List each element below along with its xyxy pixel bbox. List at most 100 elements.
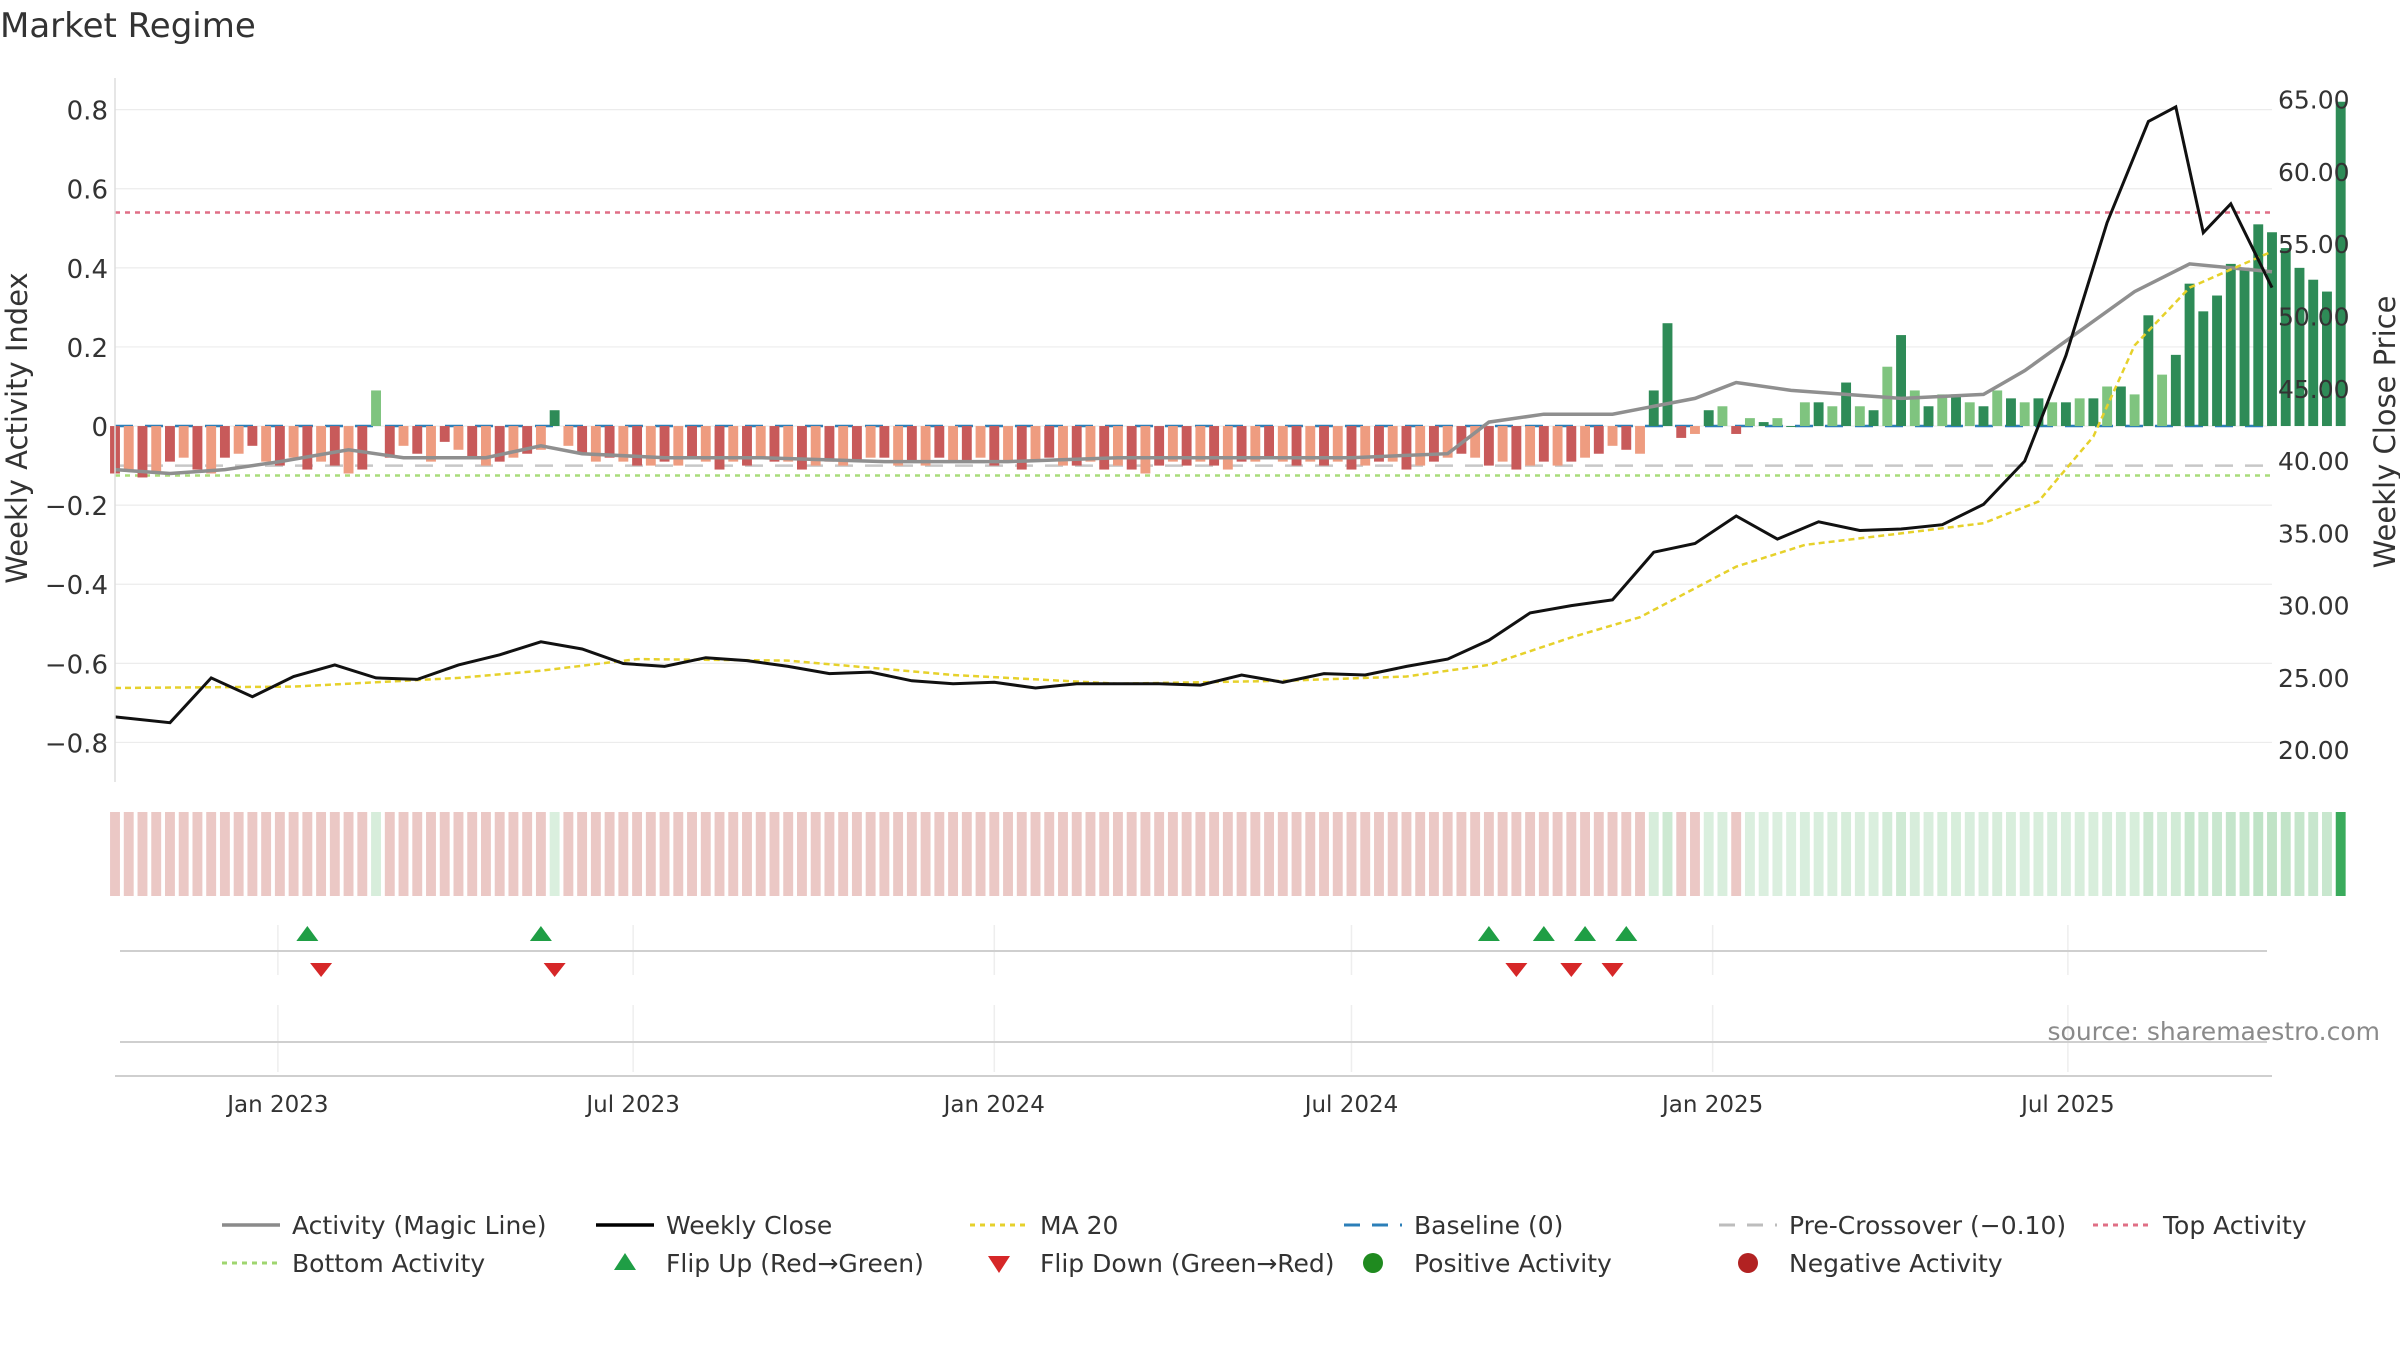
activity-bar [2060, 402, 2071, 427]
legend-label: Top Activity [2162, 1211, 2307, 1240]
activity-bar [604, 426, 615, 458]
activity-bar [1167, 426, 1178, 462]
activity-bar [1195, 426, 1206, 462]
activity-bar [1868, 410, 1879, 427]
regime-strip-cell [1744, 812, 1755, 896]
flip-up-marker [1532, 926, 1555, 941]
flip-up-marker [1615, 926, 1638, 941]
activity-bar [865, 426, 876, 458]
activity-bar [796, 426, 807, 470]
activity-bar [1799, 402, 1810, 427]
regime-strip-cell [1690, 812, 1700, 896]
activity-bar [1703, 410, 1714, 427]
regime-strip-cell [1387, 812, 1398, 896]
regime-strip-cell [481, 812, 491, 896]
activity-bar [508, 426, 519, 458]
regime-strip-cell [2157, 812, 2168, 896]
regime-strip-cell [1099, 812, 1110, 896]
activity-bar [1896, 335, 1906, 427]
regime-strip-cell [1058, 812, 1068, 896]
legend-swatch [1738, 1253, 1758, 1273]
regime-strip-cell [1126, 812, 1137, 896]
regime-strip-cell [2033, 812, 2044, 896]
regime-strip-cell [1552, 812, 1563, 896]
regime-strip-cell [1264, 812, 1275, 896]
activity-bar [1003, 426, 1013, 462]
activity-bar [426, 426, 436, 462]
activity-bar [1181, 426, 1192, 466]
regime-strip-cell [1112, 812, 1123, 896]
legend-label: Bottom Activity [292, 1249, 485, 1278]
regime-strip-cell [274, 812, 285, 896]
activity-bar [1264, 426, 1275, 458]
activity-bar [2239, 267, 2250, 427]
activity-bar [1401, 426, 1412, 470]
activity-bar [1827, 406, 1838, 427]
activity-bar [219, 426, 230, 458]
regime-strip-cell [261, 812, 272, 896]
regime-strip-cell [1538, 812, 1549, 896]
regime-strip-cell [1305, 812, 1316, 896]
regime-strip-cell [1030, 812, 1041, 896]
regime-strip [110, 812, 2346, 896]
flip-down-marker [1505, 963, 1528, 977]
activity-bar [838, 426, 849, 466]
activity-bar [1635, 426, 1645, 454]
activity-bar [2006, 398, 2016, 427]
activity-bar [412, 426, 423, 454]
activity-bar [700, 426, 711, 462]
legend-label: Baseline (0) [1414, 1211, 1563, 1240]
activity-bar [1951, 394, 1961, 427]
regime-strip-cell [357, 812, 368, 896]
activity-bar [178, 426, 189, 458]
y-right-tick-label: 20.00 [2278, 736, 2350, 765]
regime-strip-cell [412, 812, 423, 896]
activity-bar [371, 390, 381, 427]
activity-bar [1593, 426, 1604, 454]
regime-strip-cell [1209, 812, 1220, 896]
activity-bar [2253, 224, 2264, 427]
regime-strip-cell [329, 812, 340, 896]
activity-bar [1731, 426, 1742, 434]
bottom-panel [115, 1005, 2272, 1077]
regime-strip-cell [398, 812, 409, 896]
activity-bar [233, 426, 244, 454]
regime-strip-cell [1154, 812, 1165, 896]
activity-bar [590, 426, 601, 462]
regime-strip-cell [563, 812, 574, 896]
flip-up-marker [296, 926, 319, 941]
regime-strip-cell [1992, 812, 2003, 896]
regime-strip-cell [1401, 812, 1412, 896]
regime-strip-cell [2074, 812, 2085, 896]
regime-strip-cell [1635, 812, 1645, 896]
activity-bar [1717, 406, 1728, 427]
regime-strip-cell [1456, 812, 1467, 896]
regime-strip-cell [1415, 812, 1426, 896]
regime-strip-cell [1319, 812, 1329, 896]
regime-strip-cell [2253, 812, 2264, 896]
activity-bar [1909, 390, 1920, 427]
activity-bar [1978, 406, 1989, 427]
activity-bar [1360, 426, 1371, 466]
regime-strip-cell [1717, 812, 1728, 896]
activity-bar [2335, 101, 2346, 427]
activity-bar [1442, 426, 1453, 458]
legend-item: Activity (Magic Line) [222, 1211, 546, 1240]
activity-bar [1854, 406, 1865, 427]
regime-strip-cell [2006, 812, 2016, 896]
activity-bar [453, 426, 464, 450]
regime-strip-cell [1621, 812, 1632, 896]
activity-bar [563, 426, 574, 446]
y-left-axis-label: Weekly Activity Index [0, 272, 34, 583]
activity-bar [687, 426, 697, 458]
x-tick-label: Jul 2023 [584, 1092, 680, 1118]
legend-label: Negative Activity [1789, 1249, 2003, 1278]
regime-strip-cell [1882, 812, 1893, 896]
y-left-tick-label: 0.6 [67, 176, 108, 206]
activity-bar [2294, 267, 2305, 427]
regime-strip-cell [1662, 812, 1673, 896]
regime-strip-cell [673, 812, 684, 896]
activity-bar [1772, 418, 1783, 427]
activity-bar [2115, 386, 2126, 427]
